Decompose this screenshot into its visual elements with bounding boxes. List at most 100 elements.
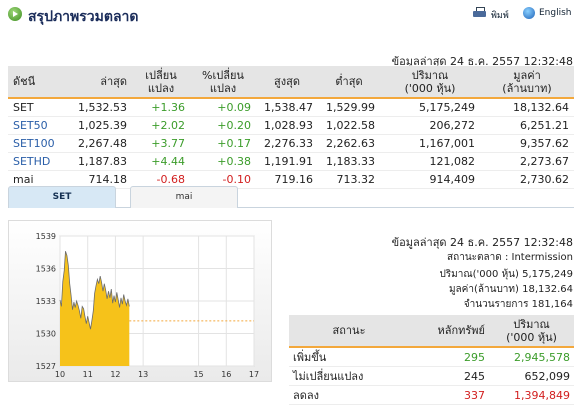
breadth-securities: 337 <box>409 385 489 405</box>
x-tick-label: 11 <box>83 370 93 379</box>
table-row: mai 714.18 -0.68 -0.10 719.16 713.32 914… <box>8 170 574 189</box>
x-tick-label: 13 <box>138 370 148 379</box>
low-value: 2,262.63 <box>318 134 380 153</box>
market-status-value: Intermission <box>511 252 573 263</box>
pct-change-value: +0.17 <box>190 134 256 153</box>
value-amount: 18,132.64 <box>522 284 573 295</box>
col-high: สูงสุด <box>256 66 318 99</box>
index-name: SET <box>8 98 70 117</box>
x-tick-label: 16 <box>221 370 231 379</box>
breadth-securities: 245 <box>409 366 489 386</box>
x-tick-label: 12 <box>110 370 120 379</box>
last-value: 1,187.83 <box>70 152 132 171</box>
x-tick-label: 10 <box>55 370 65 379</box>
market-status: สถานะตลาด : Intermission <box>447 250 573 265</box>
table-header-row: ดัชนี ล่าสุด เปลี่ยน แปลง %เปลี่ยน แปลง สู… <box>8 66 574 99</box>
col-volume: ปริมาณ ('000 หุ้น) <box>380 66 480 99</box>
breadth-status: ลดลง <box>289 385 409 405</box>
col-last: ล่าสุด <box>70 66 132 99</box>
printer-icon[interactable] <box>473 7 486 19</box>
pct-change-value: +0.20 <box>190 116 256 135</box>
globe-icon[interactable] <box>523 7 535 19</box>
last-update-text: ข้อมูลล่าสุด 24 ธ.ค. 2557 12:32:48 <box>391 55 573 68</box>
tab-mai[interactable]: mai <box>130 186 238 208</box>
market-status-label: สถานะตลาด <box>447 252 502 263</box>
index-area <box>60 251 130 366</box>
volume-value: 1,167,001 <box>380 134 480 153</box>
last-value: 2,267.48 <box>70 134 132 153</box>
turnover-value: 9,357.62 <box>480 134 574 153</box>
tab-set[interactable]: SET <box>8 186 116 208</box>
market-summary-table: ดัชนี ล่าสุด เปลี่ยน แปลง %เปลี่ยน แปลง สู… <box>8 66 574 189</box>
y-tick-label: 1533 <box>36 297 56 306</box>
volume-info: ปริมาณ('000 หุ้น) 5,175,249 <box>439 267 573 282</box>
y-tick-label: 1539 <box>36 232 56 241</box>
turnover-value: 18,132.64 <box>480 98 574 117</box>
turnover-value: 2,730.62 <box>480 170 574 189</box>
x-tick-label: 15 <box>193 370 203 379</box>
english-link[interactable]: English <box>539 8 572 18</box>
col-pct-change: %เปลี่ยน แปลง <box>190 66 256 99</box>
y-tick-label: 1527 <box>36 362 56 371</box>
x-tick-label: 17 <box>249 370 259 379</box>
table-header-row: สถานะ หลักทรัพย์ ปริมาณ ('000 หุ้น) <box>289 315 574 348</box>
low-value: 1,529.99 <box>318 98 380 117</box>
high-value: 2,276.33 <box>256 134 318 153</box>
table-row: SET50 1,025.39 +2.02 +0.20 1,028.93 1,02… <box>8 116 574 135</box>
intraday-chart: 1527 1530 1533 1536 1539 10 11 12 13 15 16 17 <box>36 232 259 379</box>
breadth-volume: 1,394,849 <box>489 385 574 405</box>
market-breadth-table: สถานะ หลักทรัพย์ ปริมาณ ('000 หุ้น) เพิ่ม… <box>289 315 574 405</box>
last-value: 1,532.53 <box>70 98 132 117</box>
pct-change-value: +0.38 <box>190 152 256 171</box>
col-securities: หลักทรัพย์ <box>409 315 489 348</box>
col-breadth-volume: ปริมาณ ('000 หุ้น) <box>489 315 574 348</box>
volume-value: 914,409 <box>380 170 480 189</box>
col-low: ต่ำสุด <box>318 66 380 99</box>
trades-amount: 181,164 <box>531 299 573 310</box>
table-row: SET100 2,267.48 +3.77 +0.17 2,276.33 2,2… <box>8 134 574 153</box>
col-status: สถานะ <box>289 315 409 348</box>
col-change: เปลี่ยน แปลง <box>132 66 190 99</box>
turnover-value: 2,273.67 <box>480 152 574 171</box>
change-value: +3.77 <box>132 134 190 153</box>
change-value: -0.68 <box>132 170 190 189</box>
y-tick-label: 1536 <box>36 265 56 274</box>
value-label: มูลค่า(ล้านบาท) <box>448 284 519 295</box>
table-row: SETHD 1,187.83 +4.44 +0.38 1,191.91 1,18… <box>8 152 574 171</box>
high-value: 1,028.93 <box>256 116 318 135</box>
value-info: มูลค่า(ล้านบาท) 18,132.64 <box>449 282 573 297</box>
breadth-volume: 652,099 <box>489 366 574 386</box>
y-tick-label: 1530 <box>36 330 56 339</box>
volume-value: 206,272 <box>380 116 480 135</box>
col-value: มูลค่า (ล้านบาท) <box>480 66 574 99</box>
market-tabs: SET mai <box>8 186 574 208</box>
low-value: 713.32 <box>318 170 380 189</box>
index-link-sethd[interactable]: SETHD <box>8 152 70 171</box>
low-value: 1,183.33 <box>318 152 380 171</box>
index-link-set50[interactable]: SET50 <box>8 116 70 135</box>
page-header: สรุปภาพรวมตลาด พิมพ์ English <box>0 0 583 30</box>
last-value: 1,025.39 <box>70 116 132 135</box>
market-status-separator: : <box>504 252 512 263</box>
index-link-set100[interactable]: SET100 <box>8 134 70 153</box>
volume-value: 121,082 <box>380 152 480 171</box>
breadth-status: เพิ่มขึ้น <box>289 347 409 367</box>
print-link[interactable]: พิมพ์ <box>491 11 509 21</box>
trades-info: จำนวนรายการ 181,164 <box>464 297 573 312</box>
change-value: +2.02 <box>132 116 190 135</box>
low-value: 1,022.58 <box>318 116 380 135</box>
breadth-securities: 295 <box>409 347 489 367</box>
table-row: เพิ่มขึ้น 295 2,945,578 <box>289 347 574 367</box>
volume-amount: 5,175,249 <box>522 269 573 280</box>
high-value: 1,538.47 <box>256 98 318 117</box>
table-row: ลดลง 337 1,394,849 <box>289 385 574 405</box>
col-index: ดัชนี <box>8 66 70 99</box>
trades-label: จำนวนรายการ <box>463 299 529 310</box>
turnover-value: 6,251.21 <box>480 116 574 135</box>
breadth-volume: 2,945,578 <box>489 347 574 367</box>
set-last-update: ข้อมูลล่าสุด 24 ธ.ค. 2557 12:32:48 <box>391 236 573 249</box>
change-value: +1.36 <box>132 98 190 117</box>
high-value: 1,191.91 <box>256 152 318 171</box>
pct-change-value: +0.09 <box>190 98 256 117</box>
page-title: สรุปภาพรวมตลาด <box>28 9 139 25</box>
